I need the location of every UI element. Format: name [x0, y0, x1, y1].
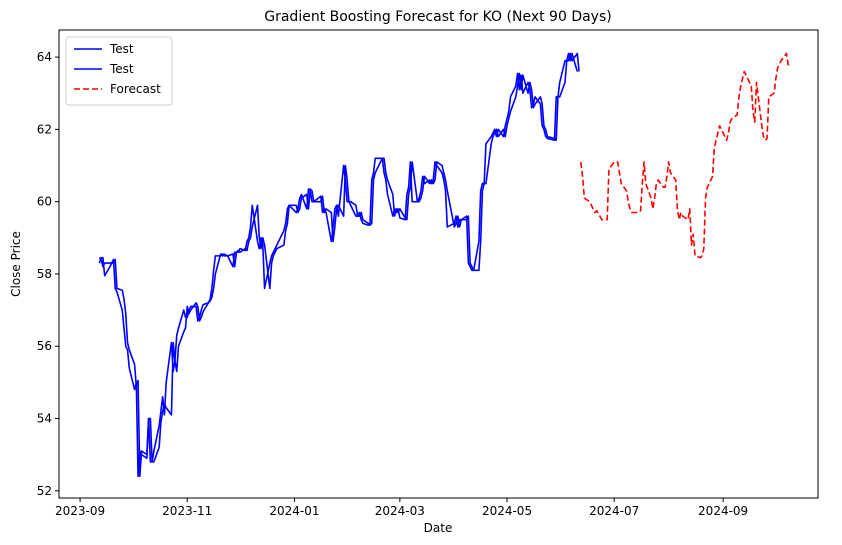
plot-frame [58, 29, 819, 499]
legend-box [65, 36, 173, 106]
plot-area [98, 52, 791, 478]
chart-title: Gradient Boosting Forecast for KO (Next … [264, 9, 611, 25]
y-tick-label: 52 [37, 484, 52, 498]
x-tick-label: 2023-09 [55, 504, 105, 518]
x-axis-label: Date [424, 521, 453, 535]
series-line-3 [580, 52, 791, 259]
x-tick-label: 2024-05 [482, 504, 532, 518]
y-axis: 52 54 56 58 60 62 64 [37, 50, 59, 498]
y-tick-label: 60 [37, 195, 52, 209]
y-axis-label: Close Price [9, 231, 23, 297]
x-tick-label: 2024-09 [698, 504, 748, 518]
legend-label: Test [109, 62, 134, 76]
x-tick-label: 2023-11 [162, 504, 212, 518]
y-tick-label: 62 [37, 122, 52, 136]
legend: Test Test Forecast [65, 36, 173, 106]
legend-label: Test [109, 42, 134, 56]
y-tick-label: 56 [37, 339, 52, 353]
y-tick-label: 58 [37, 267, 52, 281]
x-tick-label: 2024-01 [269, 504, 319, 518]
x-tick-label: 2024-03 [375, 504, 425, 518]
series-line-2 [98, 52, 579, 478]
x-tick-label: 2024-07 [589, 504, 639, 518]
legend-label: Forecast [110, 82, 161, 96]
y-tick-label: 54 [37, 411, 52, 425]
y-tick-label: 64 [37, 50, 52, 64]
x-axis: 2023-09 2023-11 2024-01 2024-03 2024-05 2024-… [55, 498, 748, 518]
